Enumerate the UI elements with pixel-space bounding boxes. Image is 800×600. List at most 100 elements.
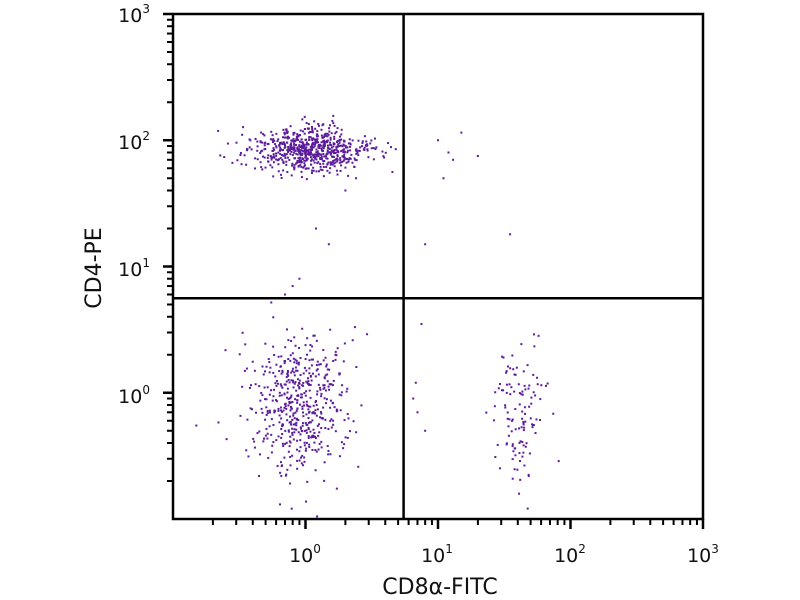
- data-point: [327, 161, 330, 164]
- data-point: [290, 150, 293, 153]
- data-point: [243, 154, 246, 157]
- x-tick-label: 100: [289, 542, 321, 567]
- data-point: [279, 146, 282, 149]
- data-point: [297, 418, 300, 421]
- data-point: [507, 434, 510, 437]
- data-point: [275, 152, 278, 155]
- data-point: [271, 166, 274, 169]
- data-point: [342, 360, 345, 363]
- data-point: [275, 363, 278, 366]
- data-point: [286, 371, 289, 374]
- data-point: [277, 407, 280, 410]
- data-point: [460, 131, 463, 134]
- data-point: [269, 155, 272, 158]
- data-point: [285, 376, 288, 379]
- data-point: [281, 136, 284, 139]
- data-point: [286, 170, 289, 173]
- data-point: [295, 389, 298, 392]
- data-point: [535, 418, 538, 421]
- data-point: [245, 449, 248, 452]
- data-point: [275, 380, 278, 383]
- data-point: [330, 146, 333, 149]
- data-point: [321, 124, 324, 127]
- data-point: [343, 158, 346, 161]
- data-point: [307, 143, 310, 146]
- data-point: [347, 160, 350, 163]
- data-point: [305, 167, 308, 170]
- data-point: [311, 139, 314, 142]
- data-point: [295, 369, 298, 372]
- data-point: [305, 413, 308, 416]
- data-point: [320, 417, 323, 420]
- data-point: [296, 153, 299, 156]
- data-point: [358, 149, 361, 152]
- data-point: [288, 397, 291, 400]
- data-point: [311, 127, 314, 130]
- data-point: [505, 443, 508, 446]
- data-point: [283, 406, 286, 409]
- data-point: [329, 161, 332, 164]
- data-point: [345, 161, 348, 164]
- data-point: [290, 174, 293, 177]
- data-point: [271, 444, 274, 447]
- data-point: [333, 135, 336, 138]
- data-point: [324, 427, 327, 430]
- data-point: [280, 394, 283, 397]
- data-point: [316, 390, 319, 393]
- data-point: [252, 437, 255, 440]
- data-point: [285, 380, 288, 383]
- data-point: [281, 143, 284, 146]
- data-point: [329, 419, 332, 422]
- data-point: [289, 149, 292, 152]
- data-point: [320, 154, 323, 157]
- data-point: [295, 359, 298, 362]
- data-point: [293, 336, 296, 339]
- data-point: [261, 168, 264, 171]
- data-point: [283, 136, 286, 139]
- data-point: [297, 157, 300, 160]
- data-point: [284, 128, 287, 131]
- data-point: [353, 165, 356, 168]
- data-point: [523, 464, 526, 467]
- data-point: [314, 469, 317, 472]
- data-point: [293, 417, 296, 420]
- data-point: [322, 175, 325, 178]
- data-point: [298, 144, 301, 147]
- data-point: [523, 406, 526, 409]
- data-point: [344, 189, 347, 192]
- data-point: [310, 358, 313, 361]
- data-point: [320, 446, 323, 449]
- data-point: [294, 344, 297, 347]
- data-point: [329, 124, 332, 127]
- data-point: [485, 411, 488, 414]
- data-point: [311, 411, 314, 414]
- data-point: [322, 146, 325, 149]
- data-point: [316, 162, 319, 165]
- data-point: [301, 407, 304, 410]
- data-point: [305, 149, 308, 152]
- data-point: [279, 383, 282, 386]
- data-point: [285, 473, 288, 476]
- data-point: [306, 143, 309, 146]
- data-point: [347, 142, 350, 145]
- data-point: [288, 415, 291, 418]
- data-point: [254, 157, 257, 160]
- data-point: [518, 452, 521, 455]
- data-point: [282, 141, 285, 144]
- data-point: [301, 454, 304, 457]
- data-point: [312, 154, 315, 157]
- data-point: [511, 445, 514, 448]
- data-point: [383, 156, 386, 159]
- data-point: [262, 440, 265, 443]
- data-point: [329, 136, 332, 139]
- data-point: [514, 447, 517, 450]
- data-point: [300, 462, 303, 465]
- data-point: [355, 159, 358, 162]
- data-point: [287, 378, 290, 381]
- data-point: [284, 136, 287, 139]
- data-point: [494, 456, 497, 459]
- x-tick-label: 102: [554, 542, 586, 567]
- data-point: [307, 149, 310, 152]
- data-point: [251, 408, 254, 411]
- data-point: [320, 440, 323, 443]
